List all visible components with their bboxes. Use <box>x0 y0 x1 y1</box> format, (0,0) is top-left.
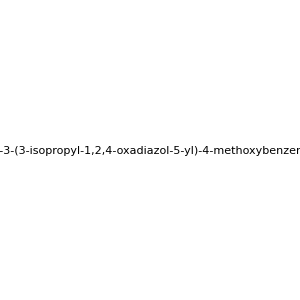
Text: N-cyclohexyl-3-(3-isopropyl-1,2,4-oxadiazol-5-yl)-4-methoxybenzenesulfonamide: N-cyclohexyl-3-(3-isopropyl-1,2,4-oxadia… <box>0 146 300 157</box>
